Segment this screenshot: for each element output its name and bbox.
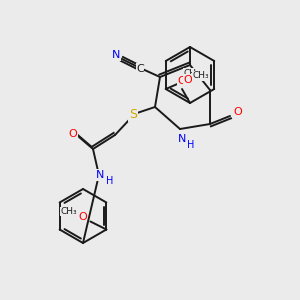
Text: S: S [129, 109, 137, 122]
Text: H: H [106, 176, 114, 186]
Text: C: C [136, 64, 144, 74]
Text: O: O [178, 76, 186, 86]
Text: CH₃: CH₃ [192, 71, 209, 80]
Text: CH₃: CH₃ [60, 207, 77, 216]
Text: O: O [234, 107, 242, 117]
Text: N: N [112, 50, 120, 60]
Text: N: N [178, 134, 186, 144]
Text: O: O [183, 75, 192, 85]
Text: O: O [69, 129, 77, 139]
Text: H: H [187, 140, 195, 150]
Text: O: O [78, 212, 87, 221]
Text: CH₃: CH₃ [184, 68, 200, 77]
Text: N: N [96, 170, 104, 180]
